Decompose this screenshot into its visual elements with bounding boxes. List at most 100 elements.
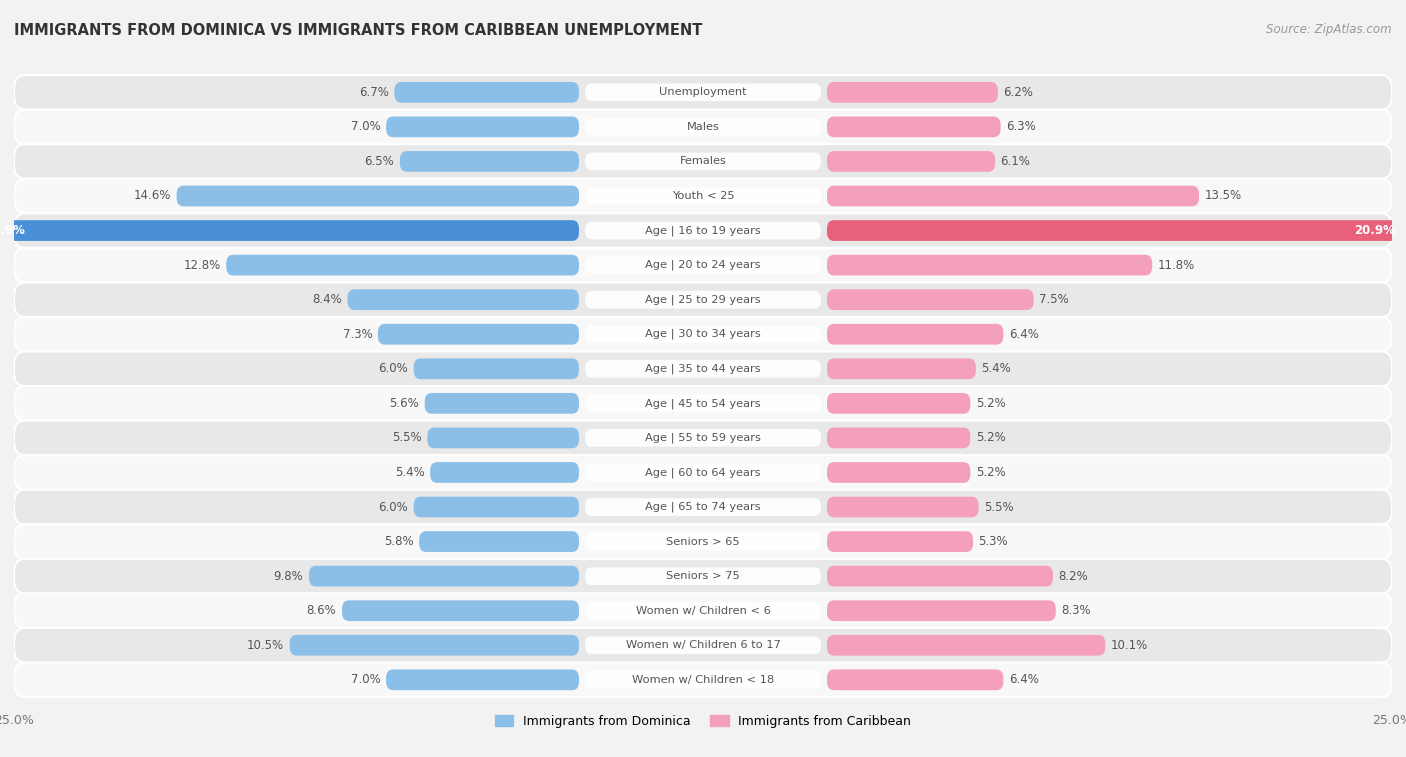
Text: 5.2%: 5.2% <box>976 397 1005 410</box>
Text: 11.8%: 11.8% <box>1157 259 1195 272</box>
Text: 6.4%: 6.4% <box>1010 673 1039 687</box>
FancyBboxPatch shape <box>14 525 1392 559</box>
FancyBboxPatch shape <box>585 637 821 654</box>
Text: 7.3%: 7.3% <box>343 328 373 341</box>
FancyBboxPatch shape <box>14 386 1392 421</box>
Text: 6.5%: 6.5% <box>364 155 394 168</box>
FancyBboxPatch shape <box>226 255 579 276</box>
Text: Age | 55 to 59 years: Age | 55 to 59 years <box>645 433 761 443</box>
FancyBboxPatch shape <box>827 565 1053 587</box>
Text: Women w/ Children 6 to 17: Women w/ Children 6 to 17 <box>626 640 780 650</box>
FancyBboxPatch shape <box>14 179 1392 213</box>
Text: 12.8%: 12.8% <box>184 259 221 272</box>
Text: 14.6%: 14.6% <box>134 189 172 202</box>
FancyBboxPatch shape <box>394 82 579 103</box>
Text: 5.5%: 5.5% <box>984 500 1014 513</box>
FancyBboxPatch shape <box>827 497 979 517</box>
Text: 21.9%: 21.9% <box>0 224 25 237</box>
FancyBboxPatch shape <box>387 117 579 137</box>
Text: Women w/ Children < 6: Women w/ Children < 6 <box>636 606 770 615</box>
FancyBboxPatch shape <box>827 255 1152 276</box>
Text: 6.0%: 6.0% <box>378 500 408 513</box>
FancyBboxPatch shape <box>387 669 579 690</box>
Text: Age | 35 to 44 years: Age | 35 to 44 years <box>645 363 761 374</box>
FancyBboxPatch shape <box>14 282 1392 317</box>
FancyBboxPatch shape <box>14 628 1392 662</box>
Text: Seniors > 75: Seniors > 75 <box>666 571 740 581</box>
Text: 6.2%: 6.2% <box>1004 86 1033 99</box>
Text: 7.0%: 7.0% <box>352 673 381 687</box>
FancyBboxPatch shape <box>585 429 821 447</box>
FancyBboxPatch shape <box>14 213 1392 248</box>
FancyBboxPatch shape <box>827 324 1004 344</box>
Text: Age | 60 to 64 years: Age | 60 to 64 years <box>645 467 761 478</box>
Text: 8.6%: 8.6% <box>307 604 336 617</box>
Text: IMMIGRANTS FROM DOMINICA VS IMMIGRANTS FROM CARIBBEAN UNEMPLOYMENT: IMMIGRANTS FROM DOMINICA VS IMMIGRANTS F… <box>14 23 703 38</box>
FancyBboxPatch shape <box>14 144 1392 179</box>
FancyBboxPatch shape <box>14 421 1392 455</box>
FancyBboxPatch shape <box>585 153 821 170</box>
FancyBboxPatch shape <box>14 455 1392 490</box>
FancyBboxPatch shape <box>585 394 821 412</box>
Text: 9.8%: 9.8% <box>274 570 304 583</box>
FancyBboxPatch shape <box>827 635 1105 656</box>
Text: 6.4%: 6.4% <box>1010 328 1039 341</box>
FancyBboxPatch shape <box>827 669 1004 690</box>
FancyBboxPatch shape <box>14 317 1392 351</box>
Text: 10.5%: 10.5% <box>247 639 284 652</box>
Text: Women w/ Children < 18: Women w/ Children < 18 <box>631 674 775 685</box>
FancyBboxPatch shape <box>309 565 579 587</box>
FancyBboxPatch shape <box>827 220 1403 241</box>
FancyBboxPatch shape <box>14 559 1392 593</box>
Text: 5.6%: 5.6% <box>389 397 419 410</box>
Text: 13.5%: 13.5% <box>1205 189 1241 202</box>
Text: 8.3%: 8.3% <box>1062 604 1091 617</box>
FancyBboxPatch shape <box>827 531 973 552</box>
Text: 5.4%: 5.4% <box>981 363 1011 375</box>
FancyBboxPatch shape <box>430 462 579 483</box>
Text: 6.0%: 6.0% <box>378 363 408 375</box>
Text: Youth < 25: Youth < 25 <box>672 191 734 201</box>
Text: Age | 25 to 29 years: Age | 25 to 29 years <box>645 294 761 305</box>
FancyBboxPatch shape <box>585 257 821 274</box>
FancyBboxPatch shape <box>827 462 970 483</box>
FancyBboxPatch shape <box>342 600 579 621</box>
FancyBboxPatch shape <box>399 151 579 172</box>
FancyBboxPatch shape <box>827 393 970 414</box>
Text: Age | 30 to 34 years: Age | 30 to 34 years <box>645 329 761 339</box>
FancyBboxPatch shape <box>177 185 579 207</box>
FancyBboxPatch shape <box>14 593 1392 628</box>
FancyBboxPatch shape <box>0 220 579 241</box>
FancyBboxPatch shape <box>585 187 821 205</box>
Text: 7.5%: 7.5% <box>1039 293 1069 306</box>
FancyBboxPatch shape <box>827 428 970 448</box>
Text: 6.7%: 6.7% <box>359 86 389 99</box>
FancyBboxPatch shape <box>425 393 579 414</box>
FancyBboxPatch shape <box>585 291 821 309</box>
FancyBboxPatch shape <box>827 600 1056 621</box>
Text: 7.0%: 7.0% <box>352 120 381 133</box>
FancyBboxPatch shape <box>427 428 579 448</box>
FancyBboxPatch shape <box>14 110 1392 144</box>
FancyBboxPatch shape <box>585 360 821 378</box>
FancyBboxPatch shape <box>827 185 1199 207</box>
FancyBboxPatch shape <box>585 83 821 101</box>
FancyBboxPatch shape <box>827 151 995 172</box>
Text: 5.5%: 5.5% <box>392 431 422 444</box>
Text: 6.3%: 6.3% <box>1007 120 1036 133</box>
FancyBboxPatch shape <box>585 671 821 689</box>
FancyBboxPatch shape <box>14 248 1392 282</box>
Text: 5.3%: 5.3% <box>979 535 1008 548</box>
FancyBboxPatch shape <box>827 289 1033 310</box>
FancyBboxPatch shape <box>14 75 1392 110</box>
Text: Age | 16 to 19 years: Age | 16 to 19 years <box>645 226 761 236</box>
Text: 5.2%: 5.2% <box>976 431 1005 444</box>
FancyBboxPatch shape <box>585 533 821 550</box>
FancyBboxPatch shape <box>14 351 1392 386</box>
FancyBboxPatch shape <box>585 567 821 585</box>
Text: 8.4%: 8.4% <box>312 293 342 306</box>
FancyBboxPatch shape <box>419 531 579 552</box>
FancyBboxPatch shape <box>585 326 821 343</box>
Text: Age | 65 to 74 years: Age | 65 to 74 years <box>645 502 761 512</box>
FancyBboxPatch shape <box>585 498 821 516</box>
